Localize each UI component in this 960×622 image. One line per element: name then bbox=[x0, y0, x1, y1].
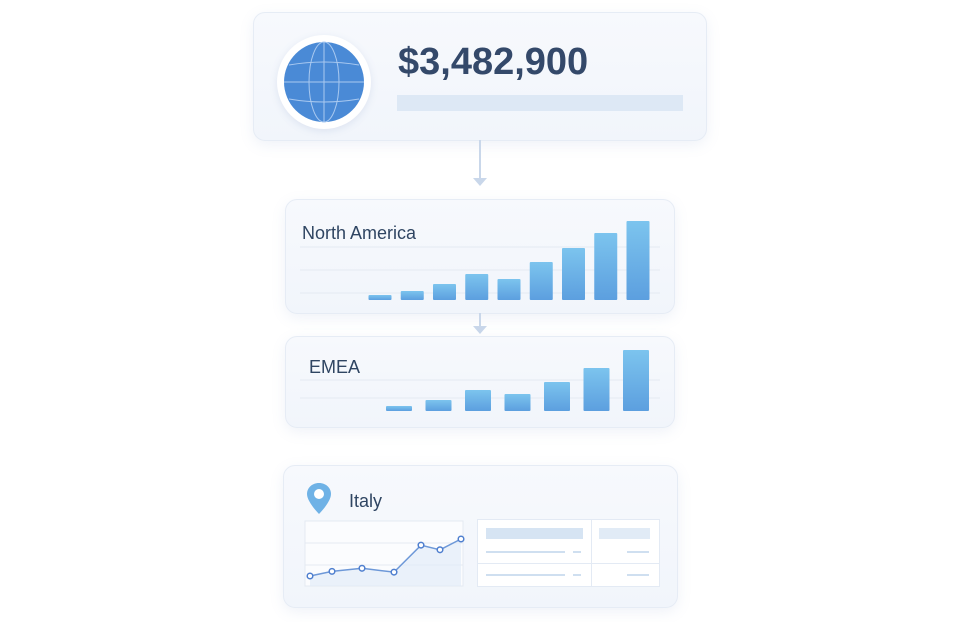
bar bbox=[594, 233, 618, 300]
bar bbox=[465, 274, 489, 300]
line-point bbox=[390, 568, 398, 576]
bar bbox=[386, 406, 412, 411]
bar bbox=[623, 350, 649, 411]
bar bbox=[562, 248, 585, 300]
connector bbox=[479, 313, 481, 327]
bar bbox=[425, 400, 452, 411]
arrow-down-icon bbox=[473, 178, 487, 186]
map-pin-icon bbox=[307, 483, 331, 514]
connector bbox=[479, 140, 481, 180]
bar bbox=[504, 394, 531, 411]
bar bbox=[626, 221, 650, 300]
region-card-emea: EMEA bbox=[285, 336, 675, 428]
country-title: Italy bbox=[349, 491, 383, 511]
bar bbox=[465, 390, 491, 411]
bar bbox=[433, 284, 456, 300]
total-card: $3,482,900 bbox=[253, 12, 707, 141]
line-point bbox=[306, 572, 314, 580]
bar bbox=[544, 382, 570, 411]
line-point bbox=[417, 541, 425, 549]
placeholder-bar bbox=[397, 95, 683, 111]
bar bbox=[497, 279, 521, 300]
globe-icon bbox=[277, 35, 371, 129]
line-point bbox=[457, 535, 465, 543]
bar bbox=[583, 368, 610, 411]
total-amount: $3,482,900 bbox=[398, 41, 589, 83]
line-point bbox=[358, 564, 366, 572]
bar bbox=[400, 291, 424, 300]
line-point bbox=[328, 567, 336, 575]
region-title: EMEA bbox=[309, 357, 361, 377]
summary-table bbox=[477, 519, 660, 587]
line-area-fill bbox=[310, 539, 461, 586]
arrow-down-icon bbox=[473, 326, 487, 334]
bar bbox=[529, 262, 553, 300]
line-point bbox=[436, 546, 444, 554]
bar bbox=[368, 295, 392, 300]
region-title: North America bbox=[302, 223, 417, 243]
